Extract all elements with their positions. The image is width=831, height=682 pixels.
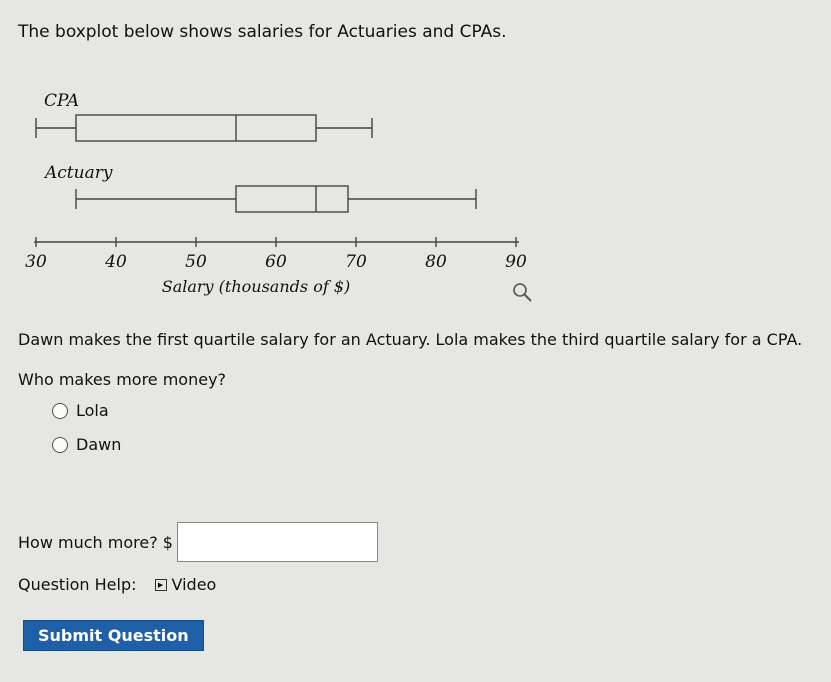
x-tick-label: 80	[425, 252, 447, 272]
question-help: Question Help: ▶ Video	[18, 575, 216, 594]
question-help-label: Question Help:	[18, 575, 137, 594]
x-tick-label: 40	[104, 252, 127, 272]
x-tick-label: 90	[505, 252, 527, 272]
series-label: Actuary	[43, 163, 113, 183]
iqr-box	[75, 114, 317, 142]
video-label: Video	[171, 575, 217, 594]
radio-dawn[interactable]	[52, 436, 68, 453]
submit-button[interactable]: Submit Question	[23, 620, 204, 651]
x-tick-label: 60	[265, 252, 287, 272]
how-much-more-label: How much more? $	[18, 532, 173, 552]
x-tick-label: 30	[25, 252, 47, 272]
x-tick-label: 70	[345, 252, 367, 272]
x-tick-label: 50	[185, 252, 207, 272]
magnify-icon[interactable]	[512, 282, 534, 304]
option-dawn[interactable]: Dawn	[52, 435, 121, 454]
boxplot-chart: CPA Actuary 30 40 50 60 70 80 90 Salary (thousand…	[25, 91, 527, 296]
iqr-box	[235, 185, 349, 213]
radio-lola[interactable]	[52, 402, 68, 419]
x-axis-label: Salary (thousands of $)	[162, 277, 351, 296]
video-link[interactable]: ▶ Video	[154, 575, 217, 594]
option-lola[interactable]: Lola	[52, 401, 109, 420]
question-title: The boxplot below shows salaries for Act…	[18, 22, 507, 42]
question-prompt: Dawn makes the first quartile salary for…	[18, 330, 803, 349]
how-much-more: How much more? $	[18, 522, 378, 562]
option-label: Dawn	[76, 435, 122, 454]
option-label: Lola	[76, 401, 109, 420]
series-label: CPA	[44, 91, 79, 111]
amount-input[interactable]	[176, 522, 378, 562]
play-icon: ▶	[154, 578, 167, 591]
question-ask: Who makes more money?	[18, 370, 227, 389]
